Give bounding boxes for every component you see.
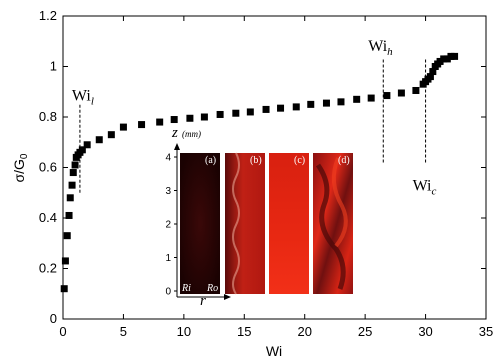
inset-z-tick-label: 0 [165, 287, 171, 298]
inset-panel-a-image [180, 153, 220, 294]
data-point [232, 109, 240, 117]
y-tick-label: 0 [50, 311, 57, 326]
x-tick-label: 10 [177, 324, 191, 339]
inset-r-label: r [200, 293, 206, 309]
threshold-label-sub: c [431, 185, 436, 197]
threshold-label-main: Wi [368, 38, 387, 55]
data-point [107, 131, 115, 139]
x-axis-ticks: 0 5 10 15 20 25 30 35 [59, 16, 493, 339]
inset-label-ro: Ro [206, 283, 218, 294]
inset-z-tick-label: 1 [165, 253, 171, 264]
inset-figure: (a) (b) (c) (d) Ri Ro 0 1 2 3 4 z (mm) r [165, 125, 353, 309]
data-point [447, 52, 455, 60]
data-point [95, 136, 103, 144]
y-tick-label: 0.4 [39, 210, 57, 225]
data-point [66, 194, 74, 202]
threshold-label-wi-h: Wih [368, 38, 393, 58]
x-tick-label: 25 [358, 324, 372, 339]
inset-panel-d-streak [315, 163, 346, 290]
inset-panel-b-wave [232, 152, 240, 295]
data-point [69, 169, 77, 177]
inset-z-unit: (mm) [182, 129, 201, 139]
data-point [186, 114, 194, 122]
inset-panel-label-b: (b) [250, 155, 262, 166]
data-point [71, 161, 79, 169]
inset-z-tick-label: 4 [165, 153, 171, 164]
data-point [426, 73, 434, 81]
inset-panel-b-image [225, 153, 265, 294]
data-point [292, 103, 300, 111]
data-point [262, 105, 270, 113]
data-point [68, 181, 76, 189]
x-tick-label: 0 [59, 324, 66, 339]
data-point [78, 146, 86, 154]
data-point [337, 98, 345, 106]
data-point [119, 123, 127, 131]
data-point [436, 57, 444, 65]
data-point [383, 92, 391, 100]
inset-z-axis-arrow [174, 143, 180, 150]
data-point [63, 232, 71, 240]
inset-panel-d-streak-2 [331, 157, 348, 248]
data-point [397, 89, 405, 97]
data-point [156, 118, 164, 126]
data-point [429, 68, 437, 76]
data-point [322, 99, 330, 107]
inset-z-tick-label: 2 [165, 220, 171, 231]
y-axis-title-main: σ/G [11, 159, 27, 182]
data-point [443, 55, 451, 63]
data-point [277, 104, 285, 112]
data-series [60, 52, 459, 293]
inset-panel-label-d: (d) [338, 155, 350, 166]
data-point [246, 108, 254, 116]
inset-z-label: z [171, 125, 178, 141]
threshold-label-wi-c: Wic [413, 177, 437, 197]
data-point [353, 95, 361, 103]
y-axis-title-sub: 0 [19, 153, 30, 159]
y-tick-label: 0.6 [39, 160, 57, 175]
threshold-label-main: Wi [413, 177, 432, 194]
svg-text:σ/G0: σ/G0 [11, 153, 30, 182]
y-tick-label: 0.8 [39, 109, 57, 124]
inset-panel-label-a: (a) [205, 155, 216, 166]
inset-r-axis-arrow [224, 294, 231, 300]
x-tick-label: 15 [237, 324, 251, 339]
y-tick-label: 1.2 [39, 8, 57, 23]
data-point [65, 211, 73, 219]
y-axis-ticks: 0 0.2 0.4 0.6 0.8 1 1.2 [39, 8, 486, 326]
data-point [412, 86, 420, 94]
x-axis-title: Wi [266, 343, 282, 359]
y-axis-title: σ/G0 [11, 153, 30, 182]
data-point [170, 116, 178, 124]
threshold-label-main: Wi [72, 87, 91, 104]
data-point [307, 100, 315, 108]
inset-z-ticks: 0 1 2 3 4 [165, 153, 177, 298]
inset-z-tick-label: 3 [165, 186, 171, 197]
data-point [440, 55, 448, 63]
x-tick-label: 5 [120, 324, 127, 339]
x-tick-label: 30 [418, 324, 432, 339]
inset-panel-label-c: (c) [294, 155, 305, 166]
inset-panel-c-image [269, 153, 309, 294]
data-point [451, 52, 459, 60]
inset-label-ri: Ri [181, 283, 191, 294]
data-point [61, 257, 69, 265]
y-tick-label: 1 [50, 59, 57, 74]
x-tick-label: 35 [479, 324, 493, 339]
x-tick-label: 20 [297, 324, 311, 339]
data-point [200, 113, 208, 121]
data-point [216, 110, 224, 118]
data-point [138, 121, 146, 129]
data-point [60, 285, 68, 293]
data-point [83, 141, 91, 149]
threshold-label-wi-l: Wil [72, 87, 94, 107]
y-tick-label: 0.2 [39, 261, 57, 276]
data-point [367, 94, 375, 102]
threshold-label-sub: h [387, 46, 393, 58]
threshold-label-sub: l [91, 95, 94, 107]
